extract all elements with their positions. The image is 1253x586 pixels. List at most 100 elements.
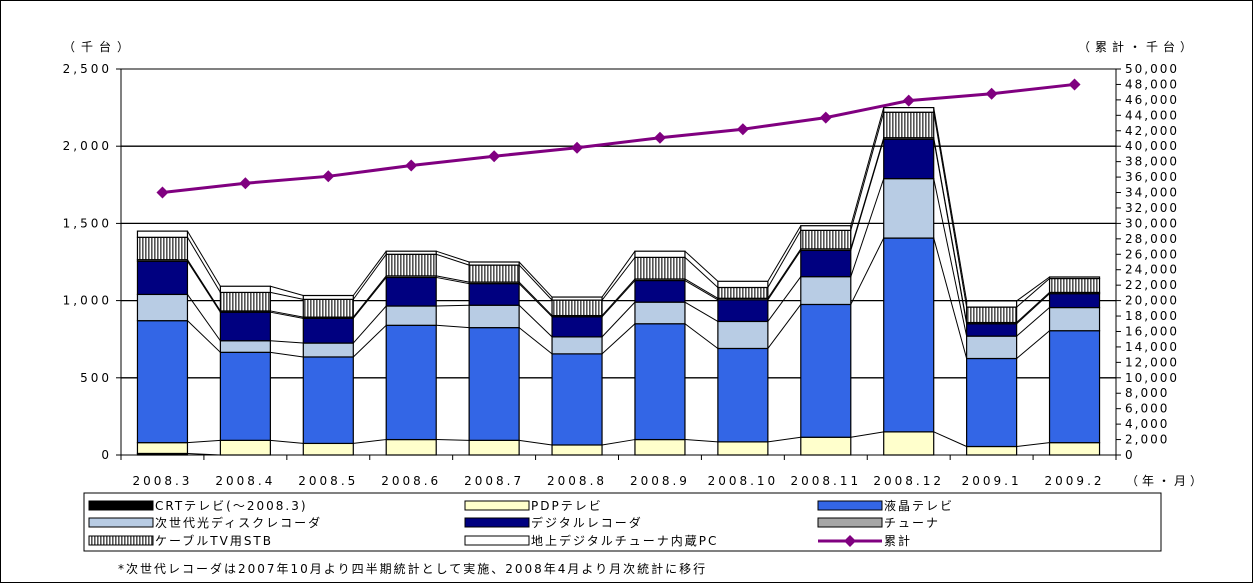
series-connector (933, 112, 968, 308)
right-tick-label: 38,000 (1125, 155, 1179, 169)
right-tick-label: 16,000 (1125, 324, 1179, 338)
series-connector (270, 291, 304, 300)
left-tick-label: 2,000 (63, 139, 112, 153)
bar-segment (717, 320, 769, 350)
cumulative-marker (571, 141, 584, 154)
left-tick-label: 0 (101, 448, 112, 462)
legend-label: 液晶テレビ (884, 498, 954, 513)
bar-segment (551, 444, 603, 456)
cumulative-marker (819, 111, 832, 124)
right-tick-label: 14,000 (1125, 340, 1179, 354)
series-connector (601, 323, 636, 355)
right-tick-label: 32,000 (1125, 201, 1179, 215)
series-connector (436, 304, 470, 307)
cumulative-marker (405, 159, 418, 172)
right-tick-label: 44,000 (1125, 108, 1179, 122)
series-connector (767, 304, 802, 349)
series-connector (933, 137, 968, 323)
series-connector (187, 320, 221, 353)
bar-segment (136, 260, 189, 296)
right-tick-label: 28,000 (1125, 232, 1179, 246)
category-label: 2008.3 (132, 474, 192, 488)
bar-segment (551, 299, 603, 317)
cumulative-marker (985, 87, 998, 100)
series-connector (436, 439, 470, 441)
series-connector (352, 324, 387, 358)
series-connector (352, 253, 387, 300)
right-axis-unit-label: （累計・千台） (1078, 39, 1197, 54)
bar-segment (468, 261, 520, 266)
bar-segment (717, 299, 769, 323)
right-tick-label: 50,000 (1125, 62, 1179, 76)
bar-segment (385, 250, 437, 255)
left-tick-label: 2,500 (63, 62, 112, 76)
right-tick-label: 42,000 (1125, 124, 1179, 138)
series-connector (601, 439, 636, 446)
series-connector (1016, 442, 1050, 448)
bar-segment (717, 441, 769, 456)
series-connector (767, 436, 801, 443)
series-connector (601, 280, 636, 318)
bar-segment (468, 264, 520, 283)
series-connector (436, 275, 470, 283)
bar-segment (717, 286, 769, 299)
legend-swatch-marker (844, 535, 856, 547)
category-label: 2008.5 (298, 474, 358, 488)
series-connector (933, 107, 968, 301)
series-connector (684, 250, 719, 282)
bar-segment (1048, 442, 1101, 456)
bar-segment (385, 324, 437, 441)
right-tick-label: 4,000 (1125, 417, 1169, 431)
series-connector (352, 250, 387, 296)
bar-segment (219, 285, 271, 294)
series-connector (850, 107, 885, 226)
right-tick-label: 34,000 (1125, 186, 1179, 200)
right-tick-label: 8,000 (1125, 386, 1169, 400)
bar-segment (883, 111, 935, 139)
bar-segment (800, 303, 852, 438)
plot-area (120, 68, 1117, 456)
bar-segment (302, 317, 354, 344)
legend-label: 累計 (884, 533, 912, 548)
bar-segment (634, 256, 686, 280)
bar-segment (136, 442, 189, 455)
series-connector (187, 452, 221, 456)
series-connector (518, 304, 553, 338)
legend-swatch (464, 500, 530, 511)
gridlines (120, 68, 1117, 456)
series-connector (1016, 330, 1050, 359)
bar-segment (634, 250, 686, 258)
series-connector (767, 276, 802, 322)
series-connector (767, 248, 802, 299)
bar-segment (302, 298, 354, 318)
series-connector (436, 253, 470, 266)
legend-label: チューナ (884, 516, 940, 530)
bar-segment (966, 306, 1018, 324)
cumulative-marker (156, 186, 169, 199)
cumulative-marker (322, 170, 335, 183)
series-connector (684, 278, 719, 299)
bar-segment (136, 293, 189, 322)
cumulative-marker (1068, 78, 1081, 91)
bar-segment (302, 342, 354, 358)
bar-segment (551, 316, 603, 338)
bar-segment (966, 357, 1018, 448)
bar-segment (136, 236, 189, 261)
right-tick-label: 48,000 (1125, 77, 1179, 91)
bar-segment (551, 353, 603, 446)
bar-segment (219, 439, 271, 456)
bar-segment (551, 296, 603, 301)
bar-segment (219, 311, 271, 342)
legend-swatch (88, 535, 154, 546)
left-tick-label: 1,000 (63, 294, 112, 308)
right-tick-label: 46,000 (1125, 93, 1179, 107)
left-tick-label: 500 (80, 371, 112, 385)
series-connector (684, 256, 719, 288)
right-tick-label: 30,000 (1125, 216, 1179, 230)
bar-segment (1048, 276, 1101, 280)
series-connector (352, 277, 387, 319)
bar-segment (966, 323, 1018, 337)
series-connector (767, 230, 802, 288)
legend-swatch (88, 517, 154, 528)
